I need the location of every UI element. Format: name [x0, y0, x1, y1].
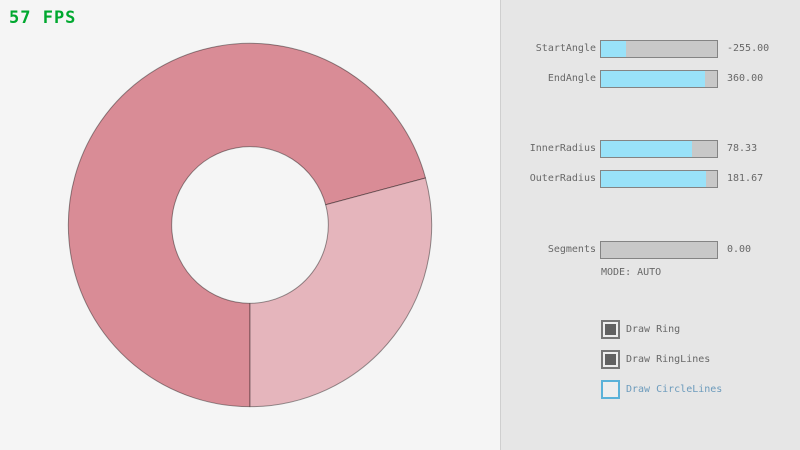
- endangle-label: EndAngle: [547, 73, 596, 84]
- startangle-slider-fill: [601, 41, 627, 57]
- slider-row-innerradius: InnerRadius 78.33: [501, 140, 800, 158]
- draw-ring-label: Draw Ring: [626, 324, 681, 335]
- innerradius-label: InnerRadius: [529, 143, 596, 154]
- startangle-slider[interactable]: [600, 40, 718, 58]
- segments-label: Segments: [547, 244, 596, 255]
- outerradius-slider[interactable]: [600, 170, 718, 188]
- startangle-label: StartAngle: [535, 43, 596, 54]
- endangle-slider[interactable]: [600, 70, 718, 88]
- draw-ringlines-label: Draw RingLines: [626, 354, 711, 365]
- checkbox-check-mark: [605, 324, 616, 335]
- checkbox-row-draw-circlelines: Draw CircleLines: [501, 380, 800, 399]
- draw-circlelines-label: Draw CircleLines: [626, 384, 723, 395]
- checkbox-check-mark: [605, 354, 616, 365]
- endangle-value: 360.00: [727, 73, 764, 84]
- outerradius-label: OuterRadius: [529, 173, 596, 184]
- ring-sector-overlap: [67, 42, 427, 408]
- checkbox-row-draw-ring: Draw Ring: [501, 320, 800, 339]
- settings-panel: StartAngle -255.00 EndAngle 360.00 Inner…: [500, 0, 800, 450]
- ring-shape: [67, 42, 433, 408]
- slider-row-outerradius: OuterRadius 181.67: [501, 170, 800, 188]
- innerradius-value: 78.33: [727, 143, 758, 154]
- render-canvas: 57 FPS: [9, 8, 433, 408]
- outerradius-value: 181.67: [727, 173, 764, 184]
- outerradius-slider-fill: [601, 171, 707, 187]
- fps-counter: 57 FPS: [9, 8, 77, 28]
- draw-ring-checkbox[interactable]: [601, 320, 620, 339]
- draw-circlelines-checkbox[interactable]: [601, 380, 620, 399]
- draw-ringlines-checkbox[interactable]: [601, 350, 620, 369]
- endangle-slider-fill: [601, 71, 706, 87]
- innerradius-slider-fill: [601, 141, 692, 157]
- slider-row-segments: Segments 0.00: [501, 241, 800, 259]
- segments-slider[interactable]: [600, 241, 718, 259]
- slider-row-endangle: EndAngle 360.00: [501, 70, 800, 88]
- segments-mode-text: MODE: AUTO: [601, 267, 662, 278]
- slider-row-startangle: StartAngle -255.00: [501, 40, 800, 58]
- segments-value: 0.00: [727, 244, 752, 255]
- innerradius-slider[interactable]: [600, 140, 718, 158]
- ring-sector-single: [249, 177, 433, 408]
- startangle-value: -255.00: [727, 43, 770, 54]
- checkbox-row-draw-ringlines: Draw RingLines: [501, 350, 800, 369]
